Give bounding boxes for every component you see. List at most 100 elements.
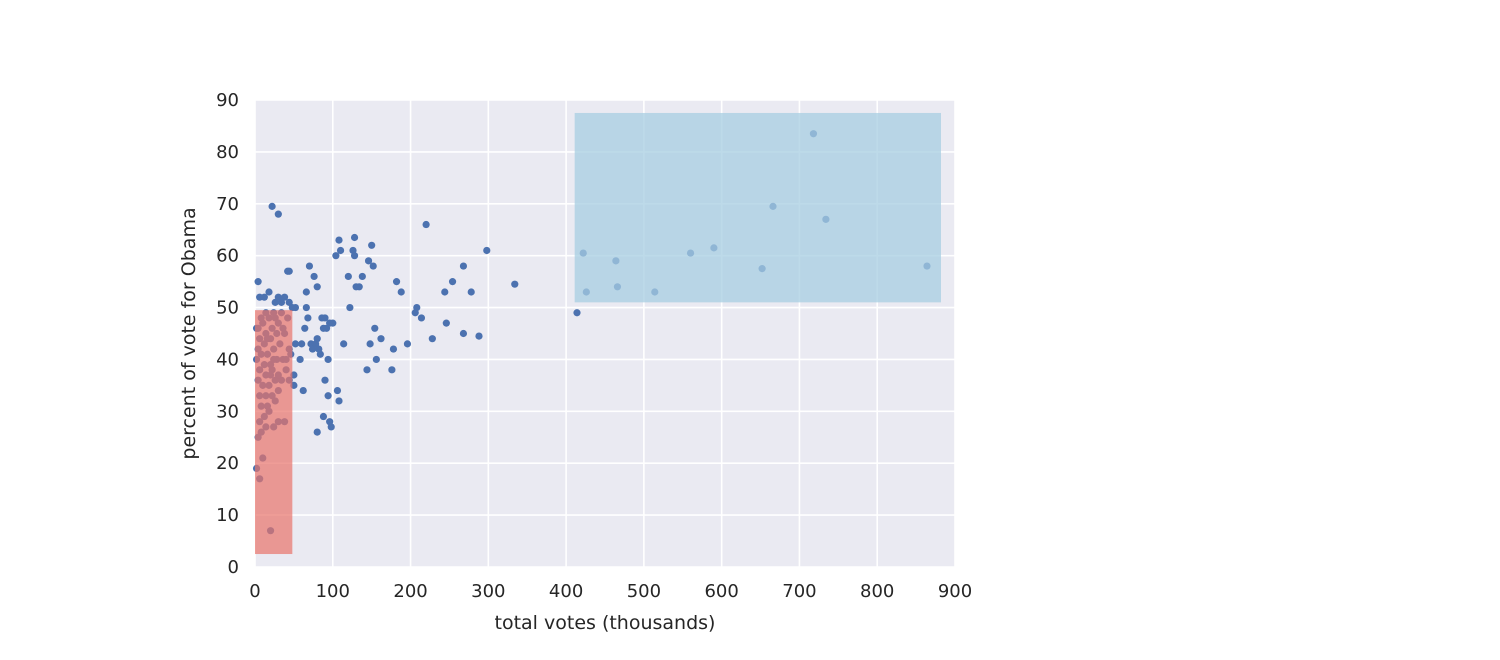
data-point	[369, 262, 377, 270]
data-point	[358, 272, 366, 281]
data-point	[304, 314, 312, 322]
x-tick-label: 600	[704, 581, 738, 602]
data-point	[260, 293, 268, 301]
data-point	[346, 303, 354, 312]
data-point	[254, 278, 262, 286]
data-point	[388, 366, 396, 374]
y-tick-label: 70	[216, 194, 239, 215]
data-point	[291, 340, 300, 348]
data-point	[302, 303, 310, 312]
data-point	[268, 202, 276, 210]
data-point	[265, 288, 273, 296]
data-point	[392, 278, 401, 286]
data-point	[459, 329, 468, 338]
y-axis-label: percent of vote for Obama	[178, 207, 200, 459]
data-point	[322, 324, 331, 332]
data-point	[332, 252, 340, 260]
y-tick-label: 0	[228, 557, 239, 578]
y-tick-label: 50	[216, 298, 239, 319]
data-point	[441, 288, 449, 296]
data-point	[271, 298, 279, 306]
data-point	[350, 252, 359, 260]
data-point	[319, 412, 328, 421]
data-point	[371, 324, 379, 332]
data-point	[340, 340, 348, 348]
data-point	[355, 283, 363, 291]
data-point	[310, 272, 318, 281]
data-point	[442, 319, 450, 327]
data-point	[313, 335, 321, 343]
data-point	[321, 376, 329, 384]
y-tick-label: 80	[216, 142, 239, 163]
data-point	[413, 303, 421, 312]
data-point	[298, 340, 306, 348]
data-point	[285, 267, 293, 275]
y-tick-labels: 0 10 20 30 40 50 60 70 80 90	[216, 90, 239, 578]
y-tick-label: 90	[216, 90, 239, 111]
data-point	[335, 236, 343, 244]
x-axis-label: total votes (thousands)	[495, 612, 716, 634]
data-point	[336, 246, 345, 255]
data-point	[274, 293, 282, 301]
data-point	[305, 262, 314, 270]
data-point	[377, 335, 385, 343]
data-point	[313, 283, 321, 291]
data-point	[313, 428, 321, 436]
data-point	[333, 386, 342, 395]
data-point	[324, 355, 332, 364]
x-tick-label: 0	[249, 581, 260, 602]
x-tick-label: 800	[860, 581, 894, 602]
data-point	[280, 293, 289, 301]
x-tick-label: 400	[549, 581, 583, 602]
data-point	[511, 280, 519, 288]
y-tick-label: 40	[216, 349, 239, 370]
x-tick-label: 500	[627, 581, 661, 602]
data-point	[329, 319, 337, 327]
x-tick-label: 300	[471, 581, 505, 602]
data-point	[321, 314, 329, 322]
x-tick-label: 100	[316, 581, 350, 602]
y-tick-label: 60	[216, 246, 239, 267]
data-point	[397, 288, 405, 296]
x-tick-label: 700	[782, 581, 816, 602]
data-point	[308, 345, 317, 353]
data-point	[291, 303, 300, 312]
data-point	[316, 350, 324, 358]
data-point	[324, 392, 332, 400]
data-point	[448, 278, 457, 286]
data-point	[335, 397, 343, 405]
highlight-region-red	[255, 310, 293, 555]
data-point	[344, 272, 352, 281]
y-tick-label: 20	[216, 453, 239, 474]
data-point	[475, 332, 483, 340]
y-tick-label: 30	[216, 401, 239, 422]
data-point	[467, 288, 475, 296]
highlight-regions	[255, 112, 941, 555]
y-tick-label: 10	[216, 505, 239, 526]
data-point	[285, 298, 293, 306]
data-point	[327, 423, 335, 431]
x-tick-label: 200	[393, 581, 427, 602]
highlight-region-blue	[574, 112, 941, 303]
data-point	[428, 335, 436, 343]
data-point	[483, 246, 491, 255]
data-point	[302, 288, 310, 296]
data-point	[296, 355, 304, 364]
data-point	[422, 220, 430, 229]
data-point	[417, 314, 426, 322]
data-point	[363, 366, 371, 374]
data-point	[299, 386, 307, 395]
data-point	[573, 309, 581, 317]
data-point	[366, 340, 374, 348]
data-point	[274, 210, 282, 218]
data-point	[368, 241, 376, 249]
data-point	[389, 345, 398, 353]
data-point	[459, 262, 468, 270]
data-point	[350, 233, 359, 242]
data-point	[277, 298, 286, 306]
data-point	[364, 257, 373, 265]
x-tick-labels: 0 100 200 300 400 500 600 700 800 900	[249, 581, 972, 602]
data-point	[403, 340, 412, 348]
data-point	[372, 355, 380, 364]
